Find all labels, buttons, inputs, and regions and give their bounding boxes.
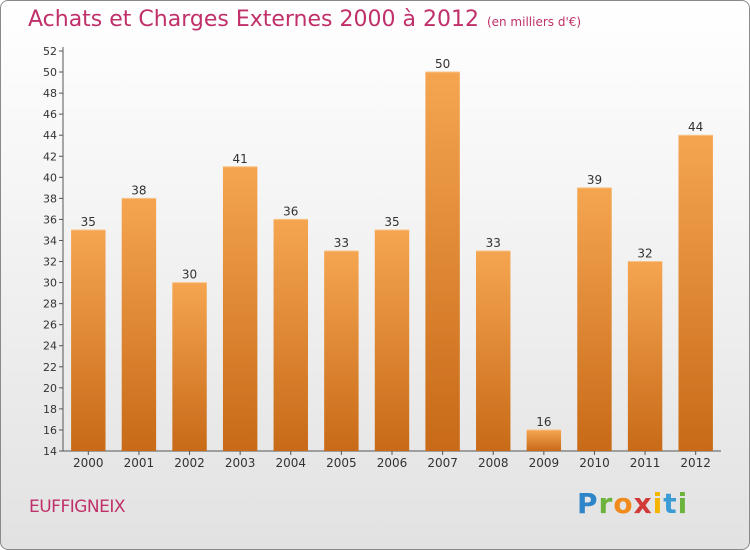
proxiti-logo: Proxiti: [577, 487, 688, 520]
logo-letter: t: [663, 487, 678, 520]
x-tick-label: 2004: [275, 456, 306, 470]
bar: [172, 282, 207, 451]
y-tick-label: 22: [43, 361, 57, 374]
bar: [121, 198, 157, 451]
bar-value-label: 38: [131, 183, 146, 197]
commune-name: EUFFIGNEIX: [29, 497, 126, 517]
y-tick-label: 34: [43, 234, 57, 247]
y-tick-label: 52: [43, 45, 57, 58]
x-tick-label: 2005: [326, 456, 357, 470]
bar-value-label: 32: [637, 247, 652, 261]
chart-axes: 14 16 18 20 22 24 26 28 30 32 34 36 38 40 42 44 46 48 50 52: [43, 45, 721, 458]
y-tick-label: 28: [43, 298, 57, 311]
bar: [425, 72, 460, 451]
bar-value-label: 39: [587, 173, 602, 187]
chart-bars: [71, 71, 713, 452]
y-tick-label: 18: [43, 403, 57, 416]
title-text: Achats et Charges Externes 2000 à 2012: [28, 7, 479, 32]
y-tick-label: 14: [43, 445, 57, 458]
x-tick-label: 2010: [579, 456, 610, 470]
y-tick-label: 16: [43, 424, 57, 437]
x-tick-label: 2003: [225, 456, 256, 470]
bar: [324, 251, 359, 451]
x-tick-label: 2002: [174, 456, 205, 470]
bar-value-label: 41: [233, 152, 248, 166]
logo-letter: i: [652, 487, 664, 520]
y-tick-label: 50: [43, 66, 57, 79]
y-tick-label: 48: [43, 87, 57, 100]
logo-letter: P: [577, 487, 599, 520]
bar: [678, 135, 713, 452]
chart-labels: 35 2000 38 2001 30 2002 41 2003 36 2004 33 2005 35 20…: [73, 57, 711, 470]
bar-value-label: 35: [81, 215, 96, 229]
y-tick-label: 42: [43, 150, 57, 163]
bar-value-label: 16: [536, 415, 551, 429]
chart-subtitle: (en milliers d'€): [486, 15, 582, 29]
y-tick-label: 36: [43, 213, 57, 226]
y-tick-label: 38: [43, 192, 57, 205]
y-tick-label: 24: [43, 340, 57, 353]
bar: [273, 219, 308, 451]
x-tick-label: 2000: [73, 456, 104, 470]
bar: [374, 229, 410, 451]
x-tick-label: 2006: [377, 456, 408, 470]
bar-value-label: 33: [334, 236, 349, 250]
bar: [526, 429, 562, 451]
x-tick-label: 2011: [630, 456, 661, 470]
y-tick-label: 30: [43, 277, 57, 290]
bar-value-label: 50: [435, 57, 450, 71]
logo-letter: i: [677, 487, 689, 520]
y-tick-label: 44: [43, 129, 57, 142]
bar-value-label: 33: [486, 236, 501, 250]
y-tick-label: 32: [43, 256, 57, 269]
x-tick-label: 2007: [427, 456, 458, 470]
logo-letter: x: [633, 487, 653, 520]
y-tick-label: 46: [43, 108, 57, 121]
bar: [476, 251, 511, 451]
logo-letter: o: [613, 487, 634, 520]
logo-letter: r: [598, 487, 614, 520]
bar: [222, 166, 258, 451]
chart-title: Achats et Charges Externes 2000 à 2012 (e…: [28, 7, 581, 32]
x-tick-label: 2001: [124, 456, 155, 470]
bar-value-label: 44: [688, 120, 703, 134]
bar-value-label: 36: [283, 204, 298, 218]
bar: [627, 261, 663, 451]
bar: [577, 187, 612, 451]
x-tick-label: 2009: [529, 456, 560, 470]
y-tick-label: 40: [43, 171, 57, 184]
bar: [71, 229, 106, 451]
bar-value-label: 35: [384, 215, 399, 229]
x-tick-label: 2012: [680, 456, 711, 470]
y-tick-label: 26: [43, 319, 57, 332]
bar-value-label: 30: [182, 268, 197, 282]
y-tick-label: 20: [43, 382, 57, 395]
x-tick-label: 2008: [478, 456, 509, 470]
